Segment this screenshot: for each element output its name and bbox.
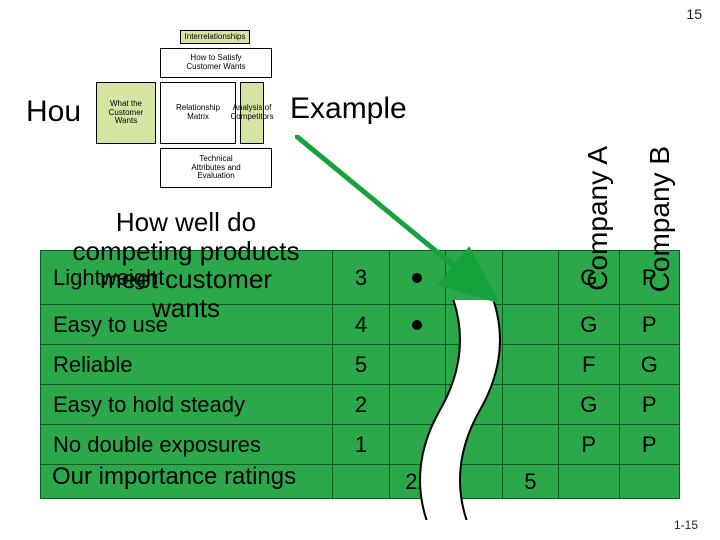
- row2-sp: [502, 305, 558, 345]
- row4-label: Easy to hold steady: [41, 385, 333, 425]
- page-number-top: 15: [686, 6, 702, 22]
- row4-imp: 2: [333, 385, 389, 425]
- row3-a: F: [559, 345, 619, 385]
- row2-us: [389, 305, 445, 345]
- box-what-wants: What theCustomerWants: [96, 82, 156, 144]
- header-company-a: Company A: [582, 146, 614, 296]
- row2-a: G: [559, 305, 619, 345]
- row2-b: P: [619, 305, 680, 345]
- title-example: Example: [290, 92, 407, 126]
- explain-text: How well docompeting productsmeet custom…: [46, 208, 326, 322]
- box-how-satisfy: How to SatisfyCustomer Wants: [160, 48, 272, 78]
- ratings-label: Our importance ratings: [52, 463, 296, 491]
- row2-imp: 4: [333, 305, 389, 345]
- row1-us: [389, 251, 445, 305]
- totals-us: 22: [389, 465, 445, 499]
- row5-a: P: [559, 425, 619, 465]
- row2-co: [446, 305, 502, 345]
- row5-b: P: [619, 425, 680, 465]
- row5-label: No double exposures: [41, 425, 333, 465]
- totals-co: 5: [502, 465, 558, 499]
- box-rel-matrix: RelationshipMatrix: [160, 82, 236, 144]
- slide: { "page": { "top_num": "15", "bottom_num…: [0, 0, 720, 540]
- row1-imp: 3: [333, 251, 389, 305]
- row1-sp: [502, 251, 558, 305]
- page-number-bottom: 1-15: [674, 518, 698, 532]
- totals-imp: [333, 465, 389, 499]
- row4-a: G: [559, 385, 619, 425]
- row3-b: G: [619, 345, 680, 385]
- header-company-b: Company B: [644, 146, 676, 297]
- title-hou: Hou: [26, 95, 81, 129]
- row3-imp: 5: [333, 345, 389, 385]
- row1-co: [446, 251, 502, 305]
- row4-b: P: [619, 385, 680, 425]
- box-analysis: Analysis ofCompetitors: [240, 82, 264, 144]
- row3-label: Reliable: [41, 345, 333, 385]
- box-tech-attr: TechnicalAttributes andEvaluation: [160, 148, 272, 188]
- row5-imp: 1: [333, 425, 389, 465]
- box-interrelationships: Interrelationships: [180, 30, 250, 44]
